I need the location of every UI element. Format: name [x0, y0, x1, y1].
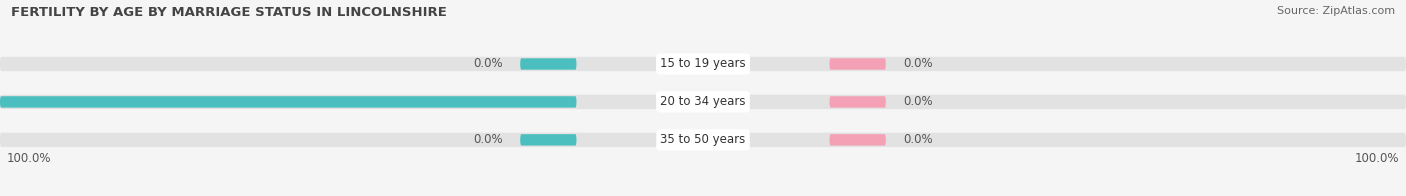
FancyBboxPatch shape	[830, 96, 886, 108]
Text: 0.0%: 0.0%	[904, 133, 934, 146]
FancyBboxPatch shape	[0, 96, 576, 108]
FancyBboxPatch shape	[830, 58, 886, 70]
Text: 100.0%: 100.0%	[7, 152, 52, 165]
Text: 0.0%: 0.0%	[472, 133, 503, 146]
Text: FERTILITY BY AGE BY MARRIAGE STATUS IN LINCOLNSHIRE: FERTILITY BY AGE BY MARRIAGE STATUS IN L…	[11, 6, 447, 19]
Text: 100.0%: 100.0%	[1354, 152, 1399, 165]
Text: 0.0%: 0.0%	[904, 95, 934, 108]
Text: Source: ZipAtlas.com: Source: ZipAtlas.com	[1277, 6, 1395, 16]
Text: 0.0%: 0.0%	[472, 57, 503, 71]
FancyBboxPatch shape	[0, 133, 1406, 147]
Text: 15 to 19 years: 15 to 19 years	[661, 57, 745, 71]
Text: 0.0%: 0.0%	[904, 57, 934, 71]
FancyBboxPatch shape	[520, 58, 576, 70]
FancyBboxPatch shape	[520, 134, 576, 146]
Text: 20 to 34 years: 20 to 34 years	[661, 95, 745, 108]
FancyBboxPatch shape	[830, 134, 886, 146]
FancyBboxPatch shape	[0, 57, 1406, 71]
FancyBboxPatch shape	[0, 95, 1406, 109]
Text: 35 to 50 years: 35 to 50 years	[661, 133, 745, 146]
